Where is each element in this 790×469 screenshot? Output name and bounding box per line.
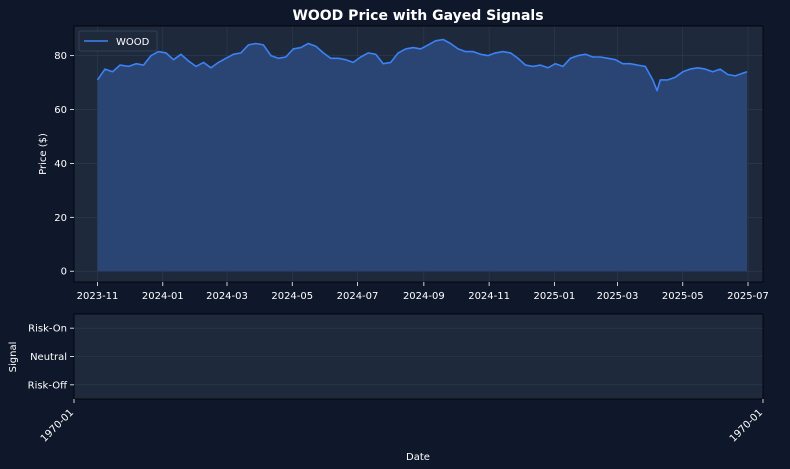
signal-y-tick-label: Risk-Off xyxy=(28,380,68,391)
price-series-line xyxy=(96,38,748,92)
price-area-fill xyxy=(97,39,747,272)
price-x-tick-label: 2025-05 xyxy=(662,291,704,302)
chart-title: WOOD Price with Gayed Signals xyxy=(292,8,543,24)
signal-y-ticks: Risk-On Neutral Risk-Off xyxy=(28,324,74,391)
price-y-tick-label: 60 xyxy=(54,105,67,116)
price-y-ticks: 0 20 40 60 80 xyxy=(54,51,74,278)
signal-y-tick-label: Risk-On xyxy=(28,324,67,335)
price-x-tick-label: 2025-01 xyxy=(533,291,575,302)
legend-box xyxy=(78,30,158,52)
price-x-ticks: 2023-11 2024-01 2024-03 2024-05 2024-07 2024-… xyxy=(77,282,769,302)
price-x-tick-label: 2025-07 xyxy=(727,291,769,302)
price-x-tick-label: 2024-07 xyxy=(337,291,379,302)
signal-y-axis-label: Signal xyxy=(8,342,19,373)
price-x-tick-label: 2024-05 xyxy=(271,291,313,302)
price-x-tick-label: 2025-03 xyxy=(597,291,639,302)
price-x-tick-label: 2024-11 xyxy=(468,291,510,302)
price-x-tick-label: 2023-11 xyxy=(77,291,119,302)
price-y-axis-label: Price ($) xyxy=(38,133,49,175)
price-y-tick-label: 40 xyxy=(54,159,67,170)
signal-x-axis-label: Date xyxy=(406,452,430,463)
signal-grid xyxy=(74,327,763,386)
price-y-tick-label: 20 xyxy=(54,213,67,224)
legend-label-wood: WOOD xyxy=(116,37,150,48)
price-chart: 2023-11 2024-01 2024-03 2024-05 2024-07 2024-… xyxy=(38,8,769,302)
price-axes-frame xyxy=(73,25,764,283)
price-x-tick-label: 2024-09 xyxy=(403,291,445,302)
price-x-tick-label: 2024-03 xyxy=(206,291,248,302)
signal-y-tick-label: Neutral xyxy=(30,352,67,363)
price-x-tick-label: 2024-01 xyxy=(142,291,184,302)
legend: WOOD xyxy=(78,30,158,52)
price-y-tick-label: 80 xyxy=(54,51,67,62)
price-y-tick-label: 0 xyxy=(61,267,67,278)
